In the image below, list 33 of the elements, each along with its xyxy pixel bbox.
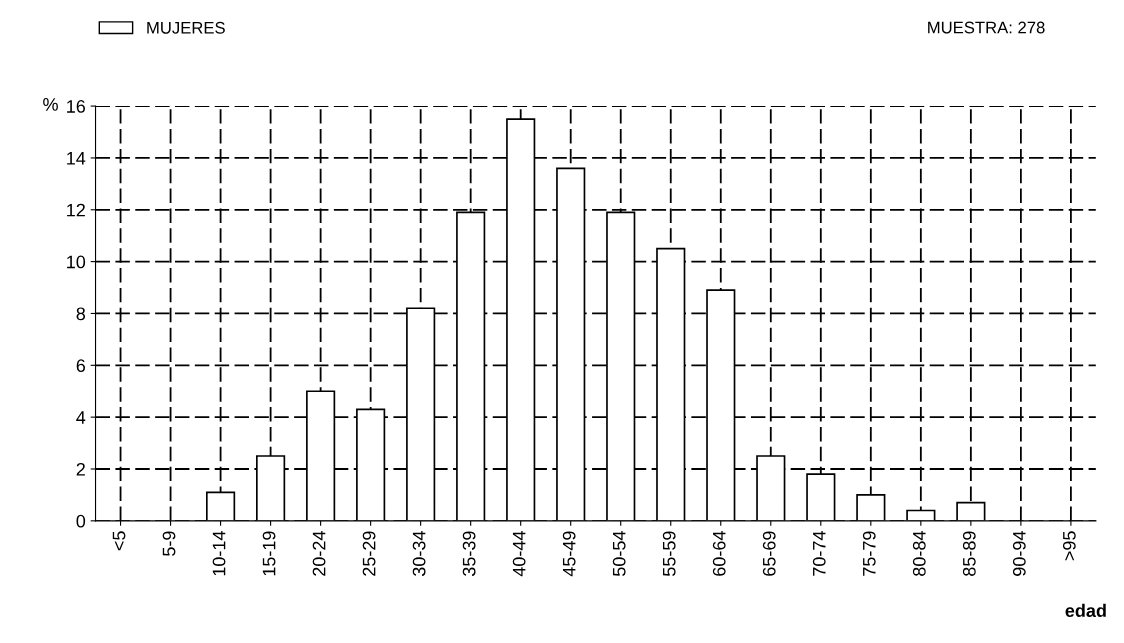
x-tick-label: 35-39 [462, 531, 476, 577]
y-tick-label: 0 [76, 514, 86, 528]
x-tick-label: 20-24 [312, 531, 326, 576]
x-tick-label: 55-59 [662, 531, 676, 576]
x-tick-label: 45-49 [562, 531, 576, 577]
y-tick-label: 14 [67, 152, 86, 165]
x-tick-label: 10-14 [212, 531, 226, 576]
x-tick-label: 5-9 [162, 531, 176, 556]
y-tick-label: 6 [76, 359, 86, 373]
x-tick-label: 65-69 [762, 531, 776, 576]
x-tick-label: 40-44 [512, 531, 526, 577]
x-tick-label: 90-94 [1012, 531, 1026, 576]
x-tick-label: 50-54 [612, 531, 626, 576]
y-tick-label: 10 [67, 255, 86, 269]
y-tick-label: 4 [76, 411, 86, 424]
x-tick-label: 15-19 [262, 531, 276, 576]
legend-label: MUJERES [147, 21, 225, 34]
text: MUESTRA: 278 [928, 21, 1045, 34]
x-tick-label: 75-79 [862, 531, 876, 576]
y-tick-label: 16 [67, 100, 86, 113]
x-tick-label: 85-89 [962, 531, 976, 576]
x-tick-label: 25-29 [362, 531, 376, 576]
x-tick-label: <5 [112, 531, 126, 551]
x-tick-label: >95 [1062, 531, 1076, 561]
y-tick-label: 12 [67, 203, 85, 217]
x-tick-label: 60-64 [712, 531, 726, 576]
y-tick-label: 8 [76, 307, 86, 321]
x-tick-label: 80-84 [912, 531, 926, 576]
x-axis-title: edad [1065, 603, 1106, 618]
y-tick-label: 2 [76, 462, 85, 476]
x-tick-label: 30-34 [412, 531, 426, 577]
y-axis-title: % [43, 98, 58, 111]
x-tick-label: 70-74 [812, 531, 826, 576]
